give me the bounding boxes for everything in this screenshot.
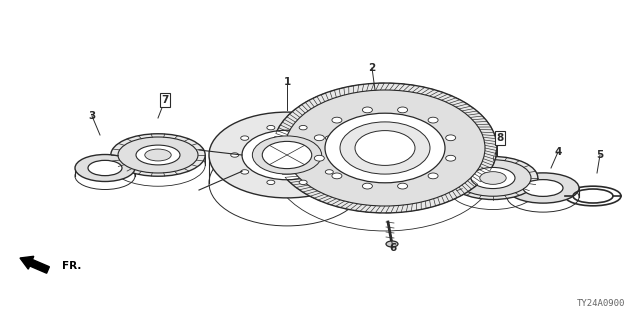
Ellipse shape <box>386 241 398 247</box>
Ellipse shape <box>445 155 456 161</box>
Ellipse shape <box>241 136 249 140</box>
Ellipse shape <box>252 136 322 174</box>
Ellipse shape <box>241 170 249 174</box>
Ellipse shape <box>299 180 307 185</box>
Ellipse shape <box>362 183 372 189</box>
Ellipse shape <box>285 90 485 206</box>
Ellipse shape <box>145 149 172 161</box>
Text: 6: 6 <box>389 243 397 253</box>
Ellipse shape <box>332 117 342 123</box>
Ellipse shape <box>448 156 538 200</box>
Text: 8: 8 <box>497 133 504 143</box>
Text: FR.: FR. <box>62 261 81 271</box>
Ellipse shape <box>362 107 372 113</box>
Ellipse shape <box>111 134 205 176</box>
Text: 5: 5 <box>596 150 604 160</box>
Ellipse shape <box>209 112 365 198</box>
Ellipse shape <box>471 167 515 188</box>
Ellipse shape <box>428 173 438 179</box>
Ellipse shape <box>75 155 135 181</box>
Ellipse shape <box>325 113 445 183</box>
Ellipse shape <box>507 173 579 203</box>
Ellipse shape <box>118 137 198 173</box>
Ellipse shape <box>314 135 324 141</box>
Text: 1: 1 <box>284 77 291 87</box>
Ellipse shape <box>428 117 438 123</box>
Ellipse shape <box>355 131 415 165</box>
Ellipse shape <box>445 135 456 141</box>
Ellipse shape <box>314 155 324 161</box>
Ellipse shape <box>325 136 333 140</box>
Ellipse shape <box>325 170 333 174</box>
Ellipse shape <box>397 107 408 113</box>
Ellipse shape <box>231 153 239 157</box>
Ellipse shape <box>340 122 430 174</box>
Ellipse shape <box>455 160 531 196</box>
Ellipse shape <box>273 83 497 213</box>
FancyArrow shape <box>20 256 49 273</box>
Ellipse shape <box>242 130 332 180</box>
Ellipse shape <box>267 125 275 130</box>
Ellipse shape <box>136 145 180 165</box>
Ellipse shape <box>262 141 312 169</box>
Ellipse shape <box>523 180 563 196</box>
Text: TY24A0900: TY24A0900 <box>577 299 625 308</box>
Ellipse shape <box>480 172 506 184</box>
Ellipse shape <box>267 180 275 185</box>
Ellipse shape <box>335 153 343 157</box>
Ellipse shape <box>88 160 122 176</box>
Ellipse shape <box>299 125 307 130</box>
Text: 4: 4 <box>554 147 562 157</box>
Text: 2: 2 <box>369 63 376 73</box>
Text: 7: 7 <box>161 95 169 105</box>
Ellipse shape <box>397 183 408 189</box>
Ellipse shape <box>332 173 342 179</box>
Text: 3: 3 <box>88 111 95 121</box>
